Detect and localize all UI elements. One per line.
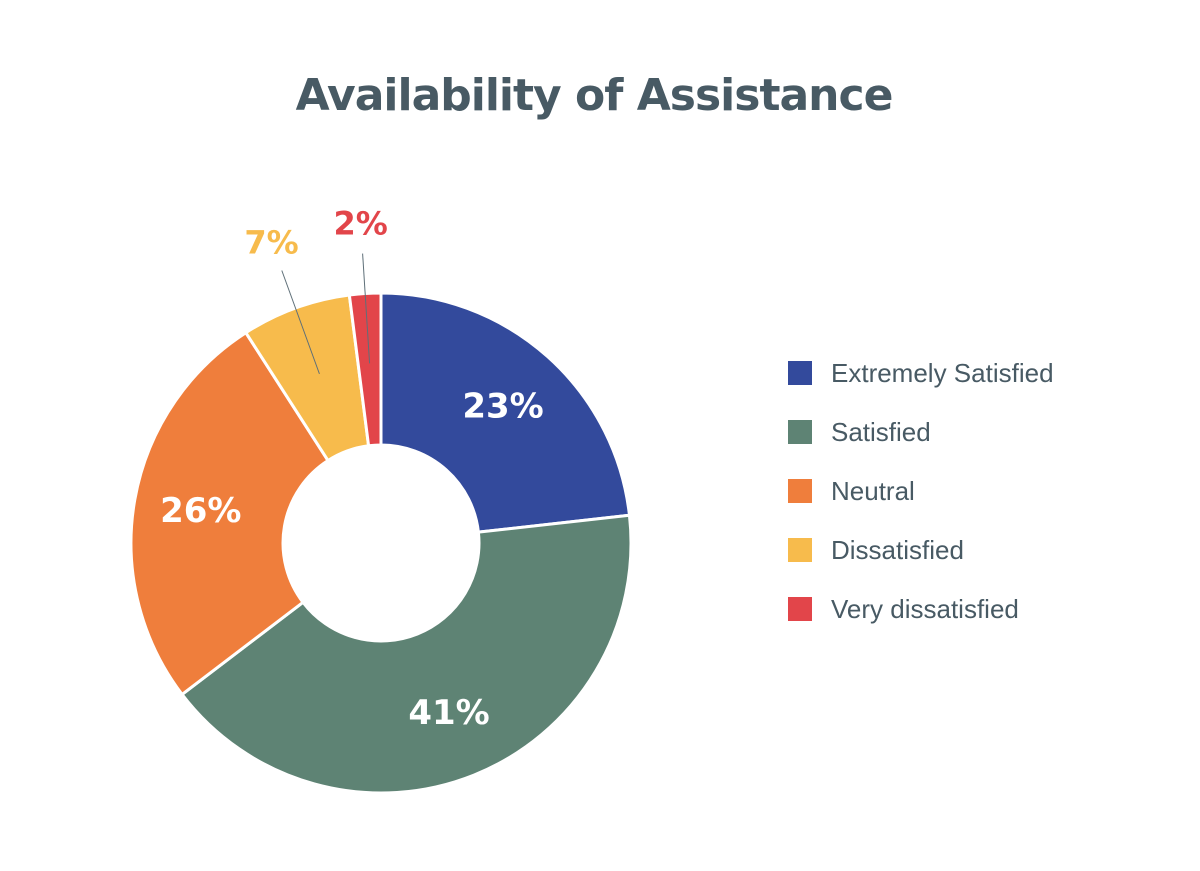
data-labels-group: 23% 41% 26% 7% 2% (160, 205, 544, 733)
legend-swatch (788, 597, 812, 621)
slice-very-dissatisfied (347, 291, 383, 448)
legend-swatch (788, 479, 812, 503)
data-label-dissatisfied: 7% (244, 223, 298, 261)
leader-line-very-dissatisfied (362, 253, 371, 364)
leader-line-dissatisfied (281, 270, 320, 375)
slice-neutral (129, 331, 330, 696)
chart-title: Availability of Assistance (295, 70, 894, 121)
legend-label: Dissatisfied (831, 535, 964, 565)
data-label-neutral: 26% (160, 491, 241, 531)
data-label-satisfied: 41% (408, 693, 489, 733)
data-label-very-dissatisfied: 2% (334, 205, 388, 243)
slices-group (129, 291, 633, 795)
slice-extremely-satisfied (379, 291, 631, 534)
legend-swatch (788, 420, 812, 444)
legend-label: Satisfied (831, 417, 931, 447)
leader-lines-group (281, 253, 371, 375)
slice-satisfied (180, 513, 633, 795)
legend-label: Very dissatisfied (831, 594, 1019, 624)
legend-label: Neutral (831, 476, 915, 506)
legend-swatch (788, 361, 812, 385)
data-label-extremely-satisfied: 23% (462, 387, 543, 427)
legend-label: Extremely Satisfied (831, 358, 1054, 388)
legend-swatch (788, 538, 812, 562)
